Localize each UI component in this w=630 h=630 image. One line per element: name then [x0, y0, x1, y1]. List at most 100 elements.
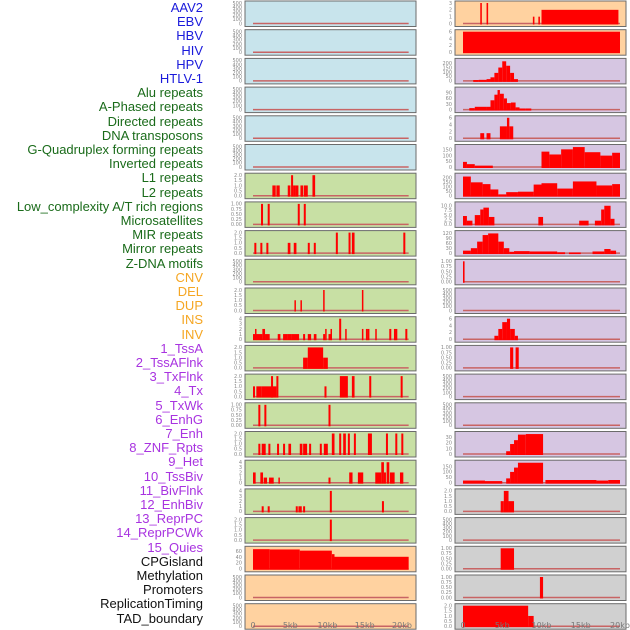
bar [482, 184, 491, 197]
track-label: 6_EnhG [155, 411, 203, 427]
bar [325, 328, 327, 341]
bar [254, 242, 257, 255]
y-tick-label: 500 [232, 575, 242, 581]
bar [253, 549, 270, 570]
bar [510, 72, 515, 82]
bar [604, 249, 611, 255]
bar [299, 550, 332, 570]
y-tick-label: 0.75 [441, 264, 452, 270]
bar [499, 93, 504, 111]
y-tick-label: 4 [449, 36, 452, 42]
track-label: Alu repeats [137, 85, 203, 101]
y-tick-label: 0.50 [231, 212, 242, 218]
x-tick-label: 15kb [355, 621, 375, 630]
bar [486, 79, 491, 82]
panel-background [244, 86, 417, 114]
y-tick-label: 100 [232, 161, 242, 167]
y-tick-label: 0.25 [441, 561, 452, 567]
bar [509, 126, 514, 140]
y-tick-label: 200 [232, 13, 242, 19]
bar [506, 451, 511, 455]
track-panel-right: 0.000.250.500.751.00 [441, 344, 627, 372]
y-tick-label: 2 [449, 330, 452, 336]
bar [514, 251, 530, 255]
y-tick-label: 0 [449, 107, 452, 113]
y-tick-label: 1 [239, 504, 242, 510]
bar [466, 220, 473, 226]
y-tick-label: 200 [232, 157, 242, 163]
bar [263, 477, 268, 484]
bar [324, 386, 327, 398]
track-label: 10_TssBiv [143, 468, 203, 484]
panel-background [244, 230, 417, 257]
bar [515, 347, 519, 369]
y-tick-label: 2 [449, 129, 452, 135]
y-tick-label: 200 [232, 271, 242, 277]
bar [253, 334, 256, 341]
bar [600, 155, 613, 168]
bar [483, 207, 489, 226]
track-label: HIV [181, 42, 203, 58]
y-tick-label: 400 [232, 91, 242, 97]
y-tick-label: 100 [442, 153, 452, 159]
track-label: 11_BivFlnk [139, 482, 203, 498]
panel-background [244, 258, 417, 286]
y-tick-label: 0 [239, 79, 242, 85]
bar [261, 386, 277, 398]
y-tick-label: 0.25 [441, 590, 452, 596]
bar [533, 184, 542, 197]
bar [277, 443, 280, 455]
x-tick-label: 10kb [532, 621, 552, 630]
bar [549, 154, 562, 168]
x-tick-label: 15kb [571, 621, 591, 630]
bar [287, 242, 291, 255]
track-label: CNV [175, 269, 203, 285]
bar [473, 80, 479, 82]
bar [463, 250, 471, 255]
bar [272, 185, 276, 197]
panel-background [244, 144, 417, 171]
bar [528, 615, 534, 628]
bar [313, 242, 316, 255]
bar [499, 126, 507, 140]
bar [608, 480, 620, 484]
bar [256, 334, 263, 341]
y-tick-label: 3 [239, 322, 242, 328]
bar [389, 472, 395, 484]
bar [498, 241, 504, 255]
bar [381, 501, 384, 513]
y-tick-label: 2 [239, 470, 242, 476]
bar [503, 490, 509, 513]
bar [291, 334, 300, 341]
bar [579, 220, 589, 226]
y-tick-label: 0.5 [234, 389, 242, 395]
bar [309, 443, 312, 455]
track-label: Microsatellites [120, 213, 203, 228]
y-tick-label: 400 [232, 579, 242, 585]
bar [532, 16, 535, 25]
y-tick-label: 10.0 [441, 204, 452, 210]
track-label: MIR repeats [132, 227, 203, 243]
track-label: Promoters [143, 582, 203, 598]
y-tick-label: 50 [446, 475, 452, 481]
panel-background [244, 115, 417, 142]
bar [604, 205, 611, 226]
y-tick-label: 0.0 [234, 394, 242, 400]
bar [490, 189, 499, 197]
bar [365, 328, 368, 341]
bar [331, 433, 335, 455]
bar [367, 328, 370, 341]
y-tick-label: 100 [442, 304, 452, 310]
bar [494, 94, 498, 111]
bar [268, 443, 271, 455]
bar [345, 328, 347, 341]
track-panel-left: 0.00.51.01.52.0 [234, 172, 417, 200]
y-tick-label: 400 [232, 263, 242, 269]
bar [323, 357, 328, 369]
track-label: 4_Tx [174, 383, 203, 399]
y-tick-label: 500 [232, 58, 242, 64]
